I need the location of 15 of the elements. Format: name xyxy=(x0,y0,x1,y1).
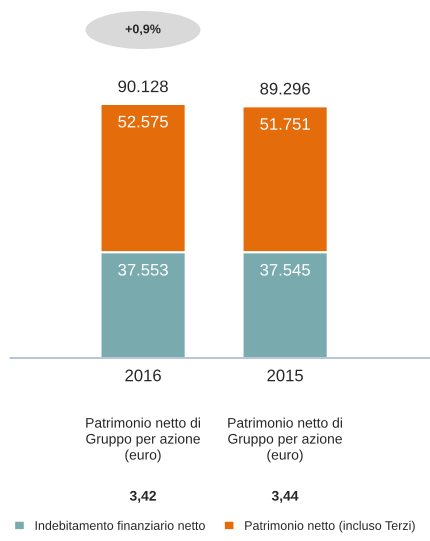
text: 3,44 xyxy=(272,490,298,503)
data-label: 52.575 xyxy=(118,116,168,128)
text: 3,42 xyxy=(130,490,156,503)
x-tick-label: 2016 xyxy=(125,370,161,382)
text: Patrimonio netto di Gruppo per azione (euro) xyxy=(228,418,342,462)
data-label: 37.545 xyxy=(260,264,310,276)
data-label: 37.553 xyxy=(118,264,168,276)
text: Patrimonio netto di Gruppo per azione (euro) xyxy=(86,418,200,462)
data-label: 51.751 xyxy=(260,118,310,130)
total-label: 89.296 xyxy=(260,82,310,95)
x-tick-label: 2015 xyxy=(267,370,303,382)
legend-label: Indebitamento finanziario netto xyxy=(36,520,205,530)
legend-label: Patrimonio netto (incluso Terzi) xyxy=(245,520,415,532)
total-label: 90.128 xyxy=(118,80,168,92)
text: +0,9% xyxy=(126,24,161,36)
